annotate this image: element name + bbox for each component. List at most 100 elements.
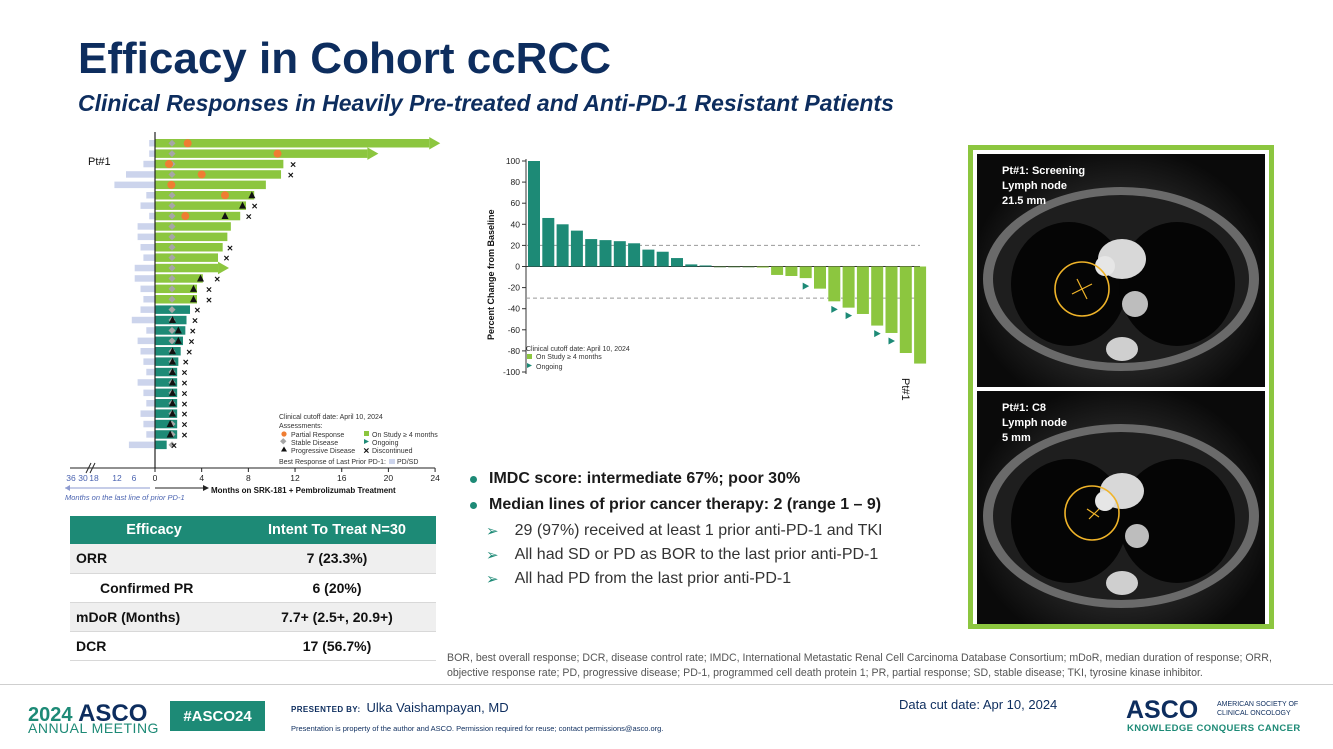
ongoing-arrow xyxy=(367,147,379,160)
axis-break-mark xyxy=(85,462,92,474)
discontinued-marker: ✕ xyxy=(192,317,199,326)
legend-ongoing: Ongoing xyxy=(372,440,399,447)
waterfall-bar xyxy=(871,266,884,326)
discontinued-marker: ✕ xyxy=(182,358,189,367)
swimmer-pt1-label: Pt#1 xyxy=(88,156,111,168)
ct-scan-screening: Pt#1: Screening Lymph node 21.5 mm xyxy=(977,154,1265,387)
prior-therapy-bar xyxy=(114,181,155,189)
table-row: DCR 17 (56.7%) xyxy=(70,631,436,661)
waterfall-bar xyxy=(671,258,683,267)
pr-marker xyxy=(165,160,174,169)
bullet-item: IMDC score: intermediate 67%; poor 30% xyxy=(468,470,948,488)
sd-marker xyxy=(168,254,176,262)
wf-legend-ongoing: Ongoing xyxy=(536,364,563,371)
prior-therapy-bar xyxy=(146,431,155,438)
swimmer-xlabel: Months on SRK-181 + Pembrolizumab Treatm… xyxy=(211,486,396,495)
prior-therapy-bar xyxy=(143,254,155,261)
bullet-text: Median lines of prior cancer therapy: 2 … xyxy=(489,496,882,513)
prior-therapy-bar xyxy=(140,202,155,209)
swimmer-axis: 0 4 8 12 16 20 24 36 30 18 12 6 xyxy=(65,132,440,491)
sd-marker xyxy=(168,139,176,147)
treatment-bar xyxy=(155,274,203,283)
waterfall-bar xyxy=(685,264,698,267)
waterfall-ylabel: Percent Change from Baseline xyxy=(486,209,496,340)
footnote: BOR, best overall response; DCR, disease… xyxy=(447,652,1272,679)
pd-marker xyxy=(239,201,247,209)
sd-marker xyxy=(168,295,176,303)
prior-therapy-bar xyxy=(126,171,155,178)
prior-therapy-bar xyxy=(137,379,155,386)
pr-marker xyxy=(167,180,176,189)
prior-tick-label: 12 xyxy=(112,473,122,483)
waterfall-plot: 100 80 60 40 20 0 -20 -40 -60 -80 -100 Percent Cha… xyxy=(486,156,927,401)
discontinued-marker: ✕ xyxy=(227,244,234,253)
hashtag-badge: #ASCO24 xyxy=(170,701,265,731)
treatment-bar xyxy=(155,170,282,179)
waterfall-y-tick-label: -100 xyxy=(503,367,520,377)
discontinued-marker: ✕ xyxy=(186,348,193,357)
sd-marker xyxy=(168,264,176,272)
treatment-bar xyxy=(155,284,198,294)
sd-marker xyxy=(168,285,176,293)
waterfall-bar xyxy=(814,266,826,289)
bullet-text: IMDC score: intermediate 67%; poor 30% xyxy=(489,470,801,487)
prior-therapy-bar xyxy=(143,420,155,428)
arrow-bullet-icon: ➢ xyxy=(486,523,499,540)
pd-marker xyxy=(221,212,229,220)
treatment-bar xyxy=(155,347,181,356)
treatment-bar xyxy=(155,159,284,169)
treatment-bar xyxy=(155,191,255,200)
wf-legend-ongoing-marker xyxy=(527,363,532,368)
table-cell-value: 7 (23.3%) xyxy=(238,544,436,574)
waterfall-bar xyxy=(899,266,912,354)
prior-arrow-head xyxy=(65,485,70,491)
pd-marker xyxy=(169,316,177,324)
legend-cutoff: Clinical cutoff date: April 10, 2024 xyxy=(279,414,383,421)
sub-bullet-item: ➢ All had PD from the last prior anti-PD-… xyxy=(486,570,948,588)
permission-note: Presentation is property of the author a… xyxy=(291,724,664,733)
treatment-bar xyxy=(155,222,231,231)
table-cell-metric: DCR xyxy=(70,631,238,661)
prior-therapy-bar xyxy=(137,337,155,345)
treatment-bar xyxy=(155,139,430,148)
prior-therapy-bar xyxy=(140,306,155,313)
sub-bullet-text: 29 (97%) received at least 1 prior anti-… xyxy=(514,522,883,539)
table-row: ORR 7 (23.3%) xyxy=(70,544,436,574)
treatment-bar xyxy=(155,357,179,366)
waterfall-bar xyxy=(742,266,755,268)
table-cell-metric: mDoR (Months) xyxy=(70,602,238,632)
prior-therapy-bar xyxy=(146,327,155,334)
waterfall-bar xyxy=(656,251,669,267)
discontinued-marker: ✕ xyxy=(287,171,294,180)
waterfall-bar xyxy=(914,266,927,364)
table-cell-value: 17 (56.7%) xyxy=(238,631,436,661)
legend-prior-value: PD/SD xyxy=(397,459,418,466)
efficacy-table: Efficacy Intent To Treat N=30 ORR 7 (23.… xyxy=(70,516,436,661)
legend-assessments: Assessments: xyxy=(279,423,323,430)
sd-marker xyxy=(168,202,176,210)
legend-pd: Progressive Disease xyxy=(291,448,355,455)
sd-marker xyxy=(168,150,176,158)
sd-marker xyxy=(168,170,176,178)
sub-bullet-item: ➢ All had SD or PD as BOR to the last pri… xyxy=(486,546,948,564)
pd-marker xyxy=(190,295,198,303)
ct-scan-panel: Pt#1: Screening Lymph node 21.5 mm Pt#1:… xyxy=(968,145,1274,629)
sd-marker xyxy=(168,212,176,220)
presented-by-label: PRESENTED BY: xyxy=(291,705,361,714)
swimmer-x-tick-label: 12 xyxy=(290,473,300,483)
treatment-bar xyxy=(155,419,178,429)
slide-title: Efficacy in Cohort ccRCC xyxy=(78,34,611,83)
pr-marker xyxy=(181,212,190,221)
asco-society-name: AMERICAN SOCIETY OF CLINICAL ONCOLOGY xyxy=(1217,701,1299,717)
data-cut-date: Data cut date: Apr 10, 2024 xyxy=(899,697,1058,712)
ongoing-arrow xyxy=(429,137,441,150)
legend-ongoing-marker xyxy=(364,439,369,444)
waterfall-bars xyxy=(528,161,927,364)
legend-prior: Best Response of Last Prior PD-1: xyxy=(279,459,386,466)
prior-therapy-bar xyxy=(146,400,155,407)
wf-legend-onstudy-marker xyxy=(527,354,532,359)
discontinued-marker: ✕ xyxy=(181,421,188,430)
legend-discontinued-marker: ✕ xyxy=(363,447,370,456)
arrow-bullet-icon: ➢ xyxy=(486,547,499,564)
